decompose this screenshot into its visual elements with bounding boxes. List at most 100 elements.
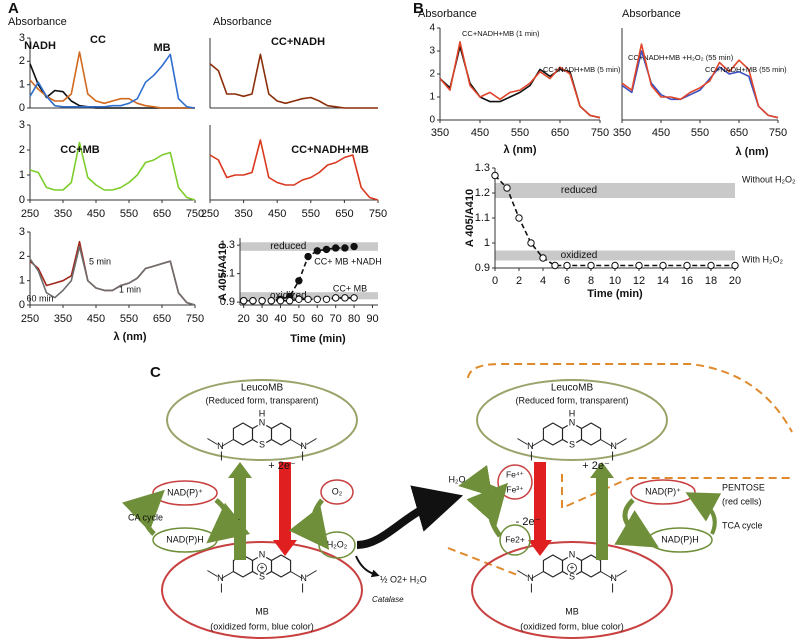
x-axis-label: λ (nm) [736, 146, 769, 158]
marker [276, 297, 285, 305]
ring [232, 422, 254, 446]
marker [350, 242, 358, 251]
marker [239, 297, 248, 305]
band-label: oxidized [561, 250, 598, 261]
marker [249, 297, 257, 305]
node-subtitle: (Reduced form, transparent) [515, 395, 628, 405]
atom-bg [257, 572, 267, 582]
bond [517, 438, 528, 445]
x-tick-label: 6 [564, 275, 570, 287]
atom: S [259, 439, 265, 449]
atom: + [260, 563, 265, 572]
node-outline [476, 379, 668, 461]
x-tick-label: 70 [330, 313, 342, 325]
series-label: CC+NADH+MB +H₂O₂ (55 min) [628, 53, 734, 62]
x-tick-label: 350 [613, 127, 631, 139]
panel-label: B [413, 0, 424, 17]
atom: N [569, 417, 576, 427]
x-tick-label: 750 [369, 208, 387, 220]
series-line [439, 41, 601, 119]
panel-label: C [150, 364, 161, 381]
node-outline [499, 524, 531, 556]
x-axis-label: λ (nm) [504, 144, 537, 156]
atom-bg [567, 440, 577, 450]
x-tick-label: 60 [311, 313, 323, 325]
node-outline [161, 541, 363, 639]
species: ½ O2+ H₂O [380, 574, 427, 584]
series-line [29, 141, 196, 201]
cofactor: NAD(P)⁺ [645, 486, 681, 496]
electron-label: - 2e⁻ [516, 516, 541, 528]
x-tick-label: 750 [591, 127, 609, 139]
x-tick-label: 350 [54, 313, 72, 325]
ring [580, 554, 602, 578]
charge [567, 563, 577, 573]
x-tick-label: 650 [730, 127, 748, 139]
x-tick-label: 20 [238, 313, 250, 325]
species: H₂O₂ [327, 539, 348, 549]
series-label: CC+NADH+MB (1 min) [462, 29, 540, 38]
y-tick-label: 1 [19, 275, 25, 287]
connector [206, 498, 251, 544]
node-title: MB [565, 606, 579, 616]
series-label: CC [90, 34, 106, 46]
atom: N [259, 549, 266, 559]
annotation: 5 min [89, 256, 111, 266]
electron-arrow [273, 462, 297, 556]
species: H₂O [449, 474, 466, 484]
bond [207, 438, 218, 445]
series-label: NADH [24, 40, 56, 52]
connector [122, 489, 165, 536]
species: Fe2+ [505, 534, 525, 544]
x-tick-label: 450 [87, 313, 105, 325]
bond [290, 571, 303, 579]
y-axis-label: A 405/A410 [217, 243, 229, 301]
y-tick-label: 0 [19, 194, 25, 206]
bond [207, 570, 218, 577]
x-axis-label: λ (nm) [114, 331, 147, 343]
x-tick-label: 550 [511, 127, 529, 139]
y-tick-label: 1 [484, 237, 490, 249]
x-tick-label: 650 [551, 127, 569, 139]
series-line [29, 245, 196, 306]
atom-bg [567, 418, 577, 428]
y-tick-label: 4 [429, 23, 435, 34]
node-title: MB [255, 606, 269, 616]
series-label: CC+ MB +NADH [314, 256, 382, 266]
pathway-label: PENTOSE [722, 482, 765, 492]
bond [600, 571, 613, 579]
species: Fe⁴⁺ [506, 469, 525, 479]
connector [458, 464, 499, 497]
charge [257, 563, 267, 573]
y-axis-label: Absorbance [213, 16, 272, 28]
series-label: CC+NADH+MB (5 min) [543, 65, 621, 74]
marker [659, 261, 667, 270]
x-axis-label: Time (min) [290, 333, 346, 345]
series-line [209, 139, 379, 201]
series-line [29, 240, 196, 306]
series-label: 1 min [119, 284, 141, 294]
x-tick-label: 8 [588, 275, 594, 287]
y-tick-label: 3 [19, 32, 25, 44]
x-tick-label: 250 [21, 208, 39, 220]
x-tick-label: 450 [268, 208, 286, 220]
marker [563, 261, 571, 270]
electron-label: + 2e⁻ [582, 460, 610, 472]
node-title: LeucoMB [241, 383, 284, 394]
ring [270, 554, 292, 578]
x-tick-label: 750 [769, 127, 787, 139]
series-label: CC+NADH+MB [291, 144, 369, 156]
y-tick-label: 0 [429, 115, 435, 126]
bond [616, 438, 627, 445]
connector [355, 555, 380, 578]
bond [306, 438, 317, 445]
y-tick-label: 0 [19, 102, 25, 114]
bond [517, 570, 528, 577]
electron-arrow [228, 462, 252, 560]
y-tick-label: 0.9 [475, 262, 490, 274]
x-tick-label: 750 [186, 313, 204, 325]
marker [285, 297, 294, 305]
marker [341, 294, 349, 302]
atom-bg [567, 550, 577, 560]
series-label: CC+MB [60, 144, 99, 156]
